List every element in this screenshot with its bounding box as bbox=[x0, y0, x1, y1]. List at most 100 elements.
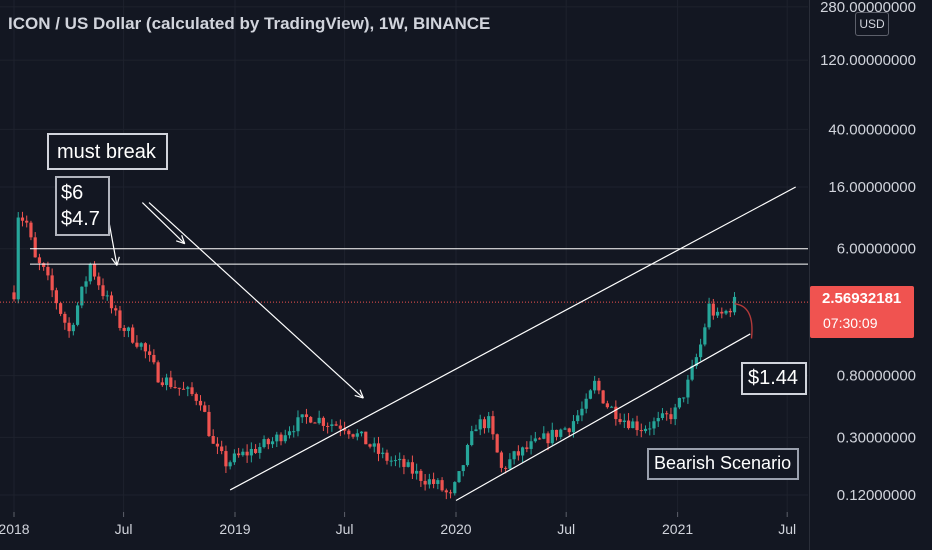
candle-body bbox=[533, 438, 537, 442]
candle-body bbox=[448, 492, 453, 494]
candle-body bbox=[97, 276, 101, 286]
current-price-tag: 2.56932181 07:30:09 bbox=[810, 286, 914, 338]
arrow-head bbox=[176, 240, 185, 245]
candle-body bbox=[512, 451, 516, 460]
candle-body bbox=[487, 416, 491, 429]
candle-body bbox=[173, 387, 177, 389]
chart-title: ICON / US Dollar (calculated by TradingV… bbox=[8, 14, 491, 33]
candle-body bbox=[283, 435, 287, 442]
candle-body bbox=[677, 397, 682, 408]
price-axis-label: 6.00000000 bbox=[837, 241, 916, 258]
candle-body bbox=[203, 405, 207, 412]
candle-body bbox=[169, 377, 173, 388]
candle-body bbox=[300, 414, 304, 418]
candle-body bbox=[292, 431, 296, 433]
candle-body bbox=[376, 443, 381, 454]
candle-body bbox=[665, 413, 669, 415]
candle-body bbox=[639, 430, 643, 432]
candle-body bbox=[347, 430, 351, 435]
candle-body bbox=[317, 417, 321, 424]
candle-body bbox=[580, 408, 584, 416]
candle-body bbox=[359, 431, 364, 434]
time-axis-label: 2019 bbox=[219, 521, 250, 537]
candle-body bbox=[309, 417, 313, 423]
candle-body bbox=[491, 416, 495, 435]
candle-body bbox=[75, 305, 80, 325]
axis-ticks: 280.00000000 120.00000000 40.00000000 16.00… bbox=[0, 0, 916, 537]
candle-body bbox=[215, 443, 220, 447]
candle-body bbox=[385, 452, 389, 461]
candle-body bbox=[499, 452, 504, 468]
candle-body bbox=[326, 425, 330, 427]
candle-body bbox=[241, 451, 245, 456]
candle-body bbox=[80, 286, 84, 306]
candle-body bbox=[338, 425, 342, 429]
levels-annotation[interactable]: $6 $4.7 bbox=[55, 176, 110, 236]
candle-body bbox=[419, 470, 423, 481]
candle-body bbox=[16, 217, 20, 300]
candle-body bbox=[224, 451, 228, 467]
candle-body bbox=[20, 217, 25, 221]
price-axis-separator bbox=[809, 0, 810, 550]
candle-body bbox=[71, 324, 75, 332]
candle-body bbox=[694, 357, 698, 366]
level-47-label: $4.7 bbox=[61, 208, 100, 230]
candle-body bbox=[453, 482, 457, 494]
candle-body bbox=[550, 429, 554, 444]
time-axis-label: 2021 bbox=[662, 521, 693, 537]
candle-body bbox=[131, 327, 135, 343]
candle-body bbox=[508, 459, 512, 469]
candle-body bbox=[393, 460, 398, 462]
candle-body bbox=[126, 327, 131, 331]
candle-body bbox=[355, 433, 359, 437]
candle-body bbox=[656, 418, 660, 422]
candle-body bbox=[54, 290, 58, 304]
candle-body bbox=[105, 295, 109, 297]
time-axis-label: 2018 bbox=[0, 521, 30, 537]
candle-body bbox=[584, 398, 588, 409]
must-break-annotation[interactable]: must break bbox=[47, 133, 168, 170]
candle-body bbox=[321, 417, 325, 426]
candle-body bbox=[554, 429, 559, 437]
arrow-head bbox=[116, 256, 120, 266]
candle-body bbox=[521, 447, 525, 456]
candle-body bbox=[529, 441, 533, 449]
time-axis-label: Jul bbox=[336, 521, 354, 537]
bearish-projection-curve bbox=[734, 303, 753, 339]
candle-body bbox=[495, 434, 499, 453]
annotation-arrow bbox=[148, 202, 364, 399]
chart-grid bbox=[0, 0, 808, 512]
currency-badge[interactable]: USD bbox=[855, 12, 889, 36]
candle-body bbox=[12, 292, 16, 300]
candle-body bbox=[232, 453, 236, 463]
candlestick-series bbox=[12, 211, 737, 500]
candle-body bbox=[423, 480, 427, 485]
candle-body bbox=[703, 327, 707, 345]
trend-line bbox=[455, 333, 751, 501]
price-axis-label: 16.00000000 bbox=[828, 179, 916, 196]
candle-body bbox=[631, 421, 635, 429]
candle-body bbox=[525, 447, 529, 449]
candle-body bbox=[262, 439, 266, 448]
candle-body bbox=[398, 458, 402, 461]
trend-line bbox=[229, 186, 796, 491]
candle-body bbox=[427, 479, 431, 485]
candle-body bbox=[42, 263, 46, 267]
candle-body bbox=[194, 394, 198, 401]
candle-body bbox=[253, 448, 258, 453]
candle-body bbox=[88, 263, 92, 282]
candle-body bbox=[686, 379, 690, 398]
target-price-annotation[interactable]: $1.44 bbox=[741, 362, 808, 395]
candle-body bbox=[728, 310, 732, 313]
candle-body bbox=[669, 414, 673, 420]
candle-body bbox=[148, 351, 152, 355]
candle-body bbox=[114, 308, 118, 311]
candle-body bbox=[444, 490, 448, 493]
candle-body bbox=[59, 303, 63, 314]
bearish-scenario-annotation[interactable]: Bearish Scenario bbox=[647, 448, 800, 480]
candle-body bbox=[724, 310, 728, 314]
candle-body bbox=[406, 462, 410, 467]
candle-body bbox=[29, 222, 33, 238]
candle-body bbox=[474, 429, 478, 432]
